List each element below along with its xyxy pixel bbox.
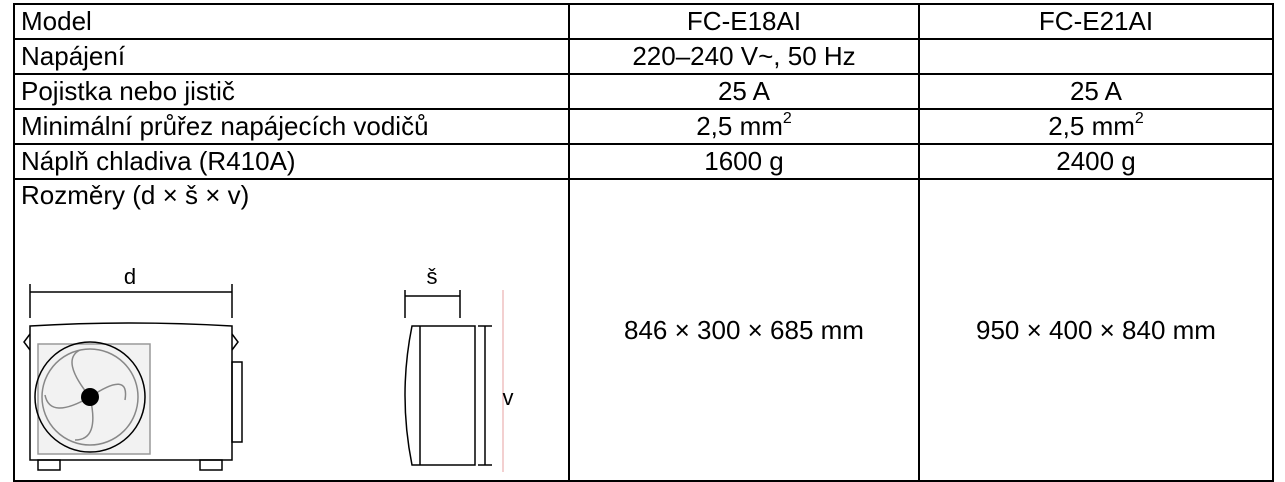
cell: 2400 g: [918, 143, 1274, 180]
cell: 2,5 mm2: [918, 108, 1274, 145]
cell: 2,5 mm2: [568, 108, 920, 145]
cell: 1600 g: [568, 143, 920, 180]
row: Náplň chladiva (R410A) 1600 g 2400 g: [13, 143, 1274, 180]
superscript: 2: [782, 110, 792, 127]
cell: Rozměry (d × š × v): [13, 178, 570, 482]
cell: 220–240 V~, 50 Hz: [568, 38, 920, 75]
cell: 25 A: [568, 73, 920, 110]
row: Pojistka nebo jistič 25 A 25 A: [13, 73, 1274, 110]
cell: 25 A: [918, 73, 1274, 110]
cell-text: 2,5 mm: [696, 111, 783, 141]
cell: Napájení: [13, 38, 570, 75]
cell: FC-E21AI: [918, 3, 1274, 40]
spec-table: Model FC-E18AI FC-E21AI Napájení 220–240…: [13, 3, 1274, 482]
cell: [918, 38, 1274, 75]
cell: 950 × 400 × 840 mm: [918, 178, 1274, 482]
superscript: 2: [1134, 110, 1144, 127]
row: Minimální průřez napájecích vodičů 2,5 m…: [13, 108, 1274, 145]
cell: FC-E18AI: [568, 3, 920, 40]
cell: Model: [13, 3, 570, 40]
row: Napájení 220–240 V~, 50 Hz: [13, 38, 1274, 75]
row: Model FC-E18AI FC-E21AI: [13, 3, 1274, 40]
cell: Pojistka nebo jistič: [13, 73, 570, 110]
cell: 846 × 300 × 685 mm: [568, 178, 920, 482]
cell: Náplň chladiva (R410A): [13, 143, 570, 180]
cell-text: 2,5 mm: [1048, 111, 1135, 141]
row: Rozměry (d × š × v) 846 × 300 × 685 mm 9…: [13, 178, 1274, 482]
cell: Minimální průřez napájecích vodičů: [13, 108, 570, 145]
